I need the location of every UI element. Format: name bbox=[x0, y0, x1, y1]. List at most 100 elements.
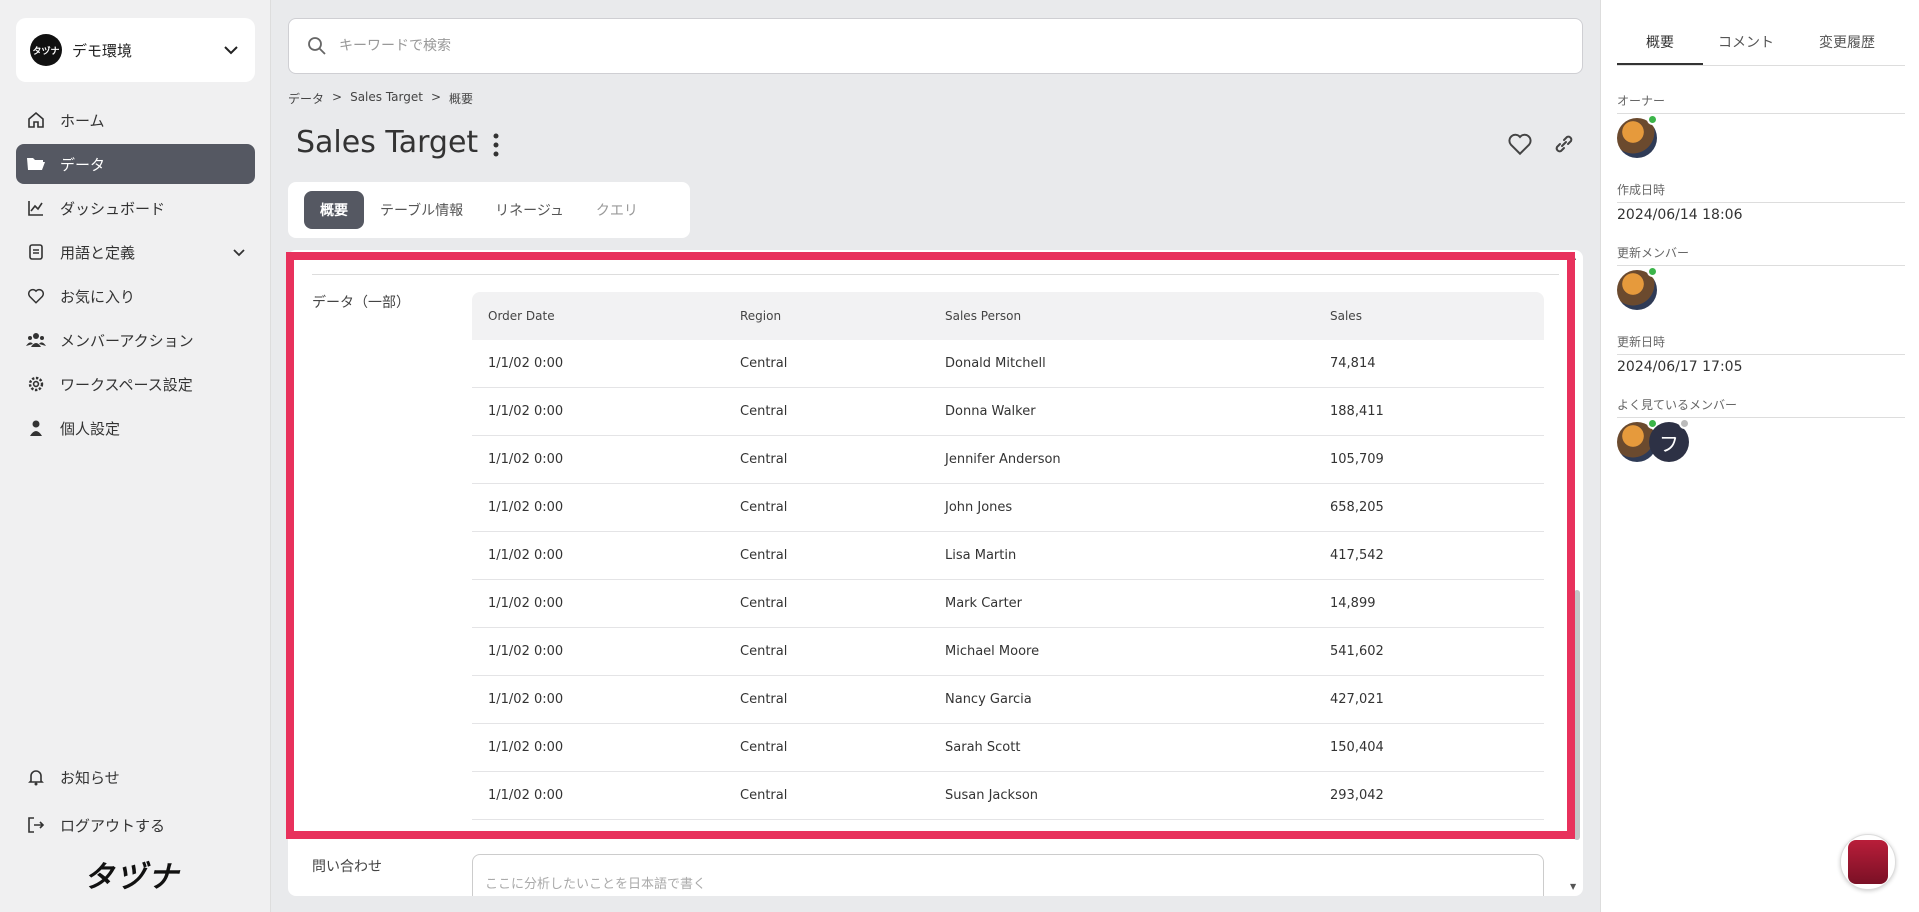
table-cell: Central bbox=[740, 548, 788, 563]
workspace-switcher[interactable]: タヅナ デモ環境 bbox=[16, 18, 255, 82]
table-cell: 658,205 bbox=[1330, 500, 1384, 515]
content-tabs: 概要 テーブル情報 リネージュ クエリ bbox=[288, 182, 690, 238]
table-row: 1/1/02 0:00 Central Donald Mitchell 74,814 bbox=[472, 340, 1544, 388]
sidebar-item-logout[interactable]: ログアウトする bbox=[16, 805, 255, 845]
breadcrumb-sales-target[interactable]: Sales Target bbox=[350, 90, 423, 104]
workspace-logo: タヅナ bbox=[30, 34, 62, 66]
sidebar-item-favorites[interactable]: お気に入り bbox=[16, 276, 255, 316]
workspace-name: デモ環境 bbox=[72, 41, 133, 60]
sidebar-item-label: ログアウトする bbox=[60, 816, 166, 835]
chevron-down-icon bbox=[224, 46, 238, 55]
sidebar-item-label: ホーム bbox=[60, 111, 105, 130]
breadcrumb-separator: > bbox=[430, 90, 442, 104]
table-row: 1/1/02 0:00 Central John Jones 658,205 bbox=[472, 484, 1544, 532]
brand-logo: タヅナ bbox=[84, 860, 180, 895]
updated-label: 更新日時 bbox=[1617, 333, 1905, 355]
column-header: Region bbox=[740, 309, 782, 323]
table-row: 1/1/02 0:00 Central Mark Carter 14,899 bbox=[472, 580, 1544, 628]
table-cell: Jennifer Anderson bbox=[945, 452, 1061, 467]
tab-lineage[interactable]: リネージュ bbox=[495, 203, 564, 219]
sidebar-item-label: 個人設定 bbox=[60, 419, 121, 438]
divider bbox=[312, 274, 1559, 275]
breadcrumb: データ > Sales Target > 概要 bbox=[288, 90, 473, 107]
users-icon bbox=[24, 328, 48, 352]
gear-icon bbox=[24, 372, 48, 396]
tab-query[interactable]: クエリ bbox=[595, 203, 638, 219]
table-cell: Central bbox=[740, 452, 788, 467]
sidebar-item-workspace-settings[interactable]: ワークスペース設定 bbox=[16, 364, 255, 404]
table-cell: 1/1/02 0:00 bbox=[488, 692, 564, 707]
person-icon bbox=[24, 416, 48, 440]
table-cell: Central bbox=[740, 500, 788, 515]
detail-panel: 概要 コメント 変更履歴 オーナー 作成日時 2024/06/14 18:06 … bbox=[1600, 0, 1919, 912]
table-cell: 105,709 bbox=[1330, 452, 1384, 467]
tab-comments[interactable]: コメント bbox=[1718, 35, 1774, 51]
search-input[interactable] bbox=[339, 38, 1564, 54]
table-cell: Donna Walker bbox=[945, 404, 1036, 419]
table-cell: Central bbox=[740, 356, 788, 371]
table-cell: 1/1/02 0:00 bbox=[488, 548, 564, 563]
sidebar-item-label: ダッシュボード bbox=[60, 199, 166, 218]
breadcrumb-data[interactable]: データ bbox=[288, 92, 325, 106]
sidebar-item-dashboard[interactable]: ダッシュボード bbox=[16, 188, 255, 228]
online-status-dot bbox=[1647, 266, 1658, 277]
link-icon[interactable] bbox=[1552, 131, 1576, 157]
created-label: 作成日時 bbox=[1617, 181, 1905, 203]
sidebar-nav: ホーム データ ダッシュボード 用語と定義 お気に入り メンバーアクション ワー… bbox=[16, 100, 255, 452]
sidebar-item-notifications[interactable]: お知らせ bbox=[16, 757, 255, 797]
table-cell: Central bbox=[740, 692, 788, 707]
heart-icon bbox=[24, 284, 48, 308]
more-vertical-icon[interactable] bbox=[484, 130, 508, 160]
tab-summary[interactable]: 概要 bbox=[1617, 24, 1703, 65]
table-row: 1/1/02 0:00 Central Donna Walker 188,411 bbox=[472, 388, 1544, 436]
scroll-up-arrow-icon[interactable]: ▲ bbox=[1570, 252, 1577, 261]
sidebar-item-personal-settings[interactable]: 個人設定 bbox=[16, 408, 255, 448]
sidebar-item-member-actions[interactable]: メンバーアクション bbox=[16, 320, 255, 360]
column-header: Sales Person bbox=[945, 309, 1022, 323]
table-cell: 427,021 bbox=[1330, 692, 1384, 707]
sidebar-item-data[interactable]: データ bbox=[16, 144, 255, 184]
sidebar-item-label: お知らせ bbox=[60, 768, 120, 787]
data-section-label: データ（一部） bbox=[312, 295, 410, 311]
column-header: Sales bbox=[1330, 309, 1362, 323]
offline-status-dot bbox=[1679, 418, 1690, 429]
updater-label: 更新メンバー bbox=[1617, 244, 1905, 266]
online-status-dot bbox=[1647, 418, 1658, 429]
table-cell: 14,899 bbox=[1330, 596, 1376, 611]
table-cell: Central bbox=[740, 404, 788, 419]
tab-history[interactable]: 変更履歴 bbox=[1819, 35, 1875, 51]
scrollbar-thumb[interactable] bbox=[1574, 590, 1580, 840]
created-value: 2024/06/14 18:06 bbox=[1617, 207, 1743, 223]
table-cell: Central bbox=[740, 788, 788, 803]
column-header: Order Date bbox=[488, 309, 555, 323]
sidebar-item-label: お気に入り bbox=[60, 287, 136, 306]
sidebar-item-glossary[interactable]: 用語と定義 bbox=[16, 232, 255, 272]
table-cell: 1/1/02 0:00 bbox=[488, 788, 564, 803]
search-bar bbox=[288, 18, 1583, 74]
sidebar-item-home[interactable]: ホーム bbox=[16, 100, 255, 140]
assistant-avatar-button[interactable] bbox=[1840, 834, 1896, 890]
table-cell: 1/1/02 0:00 bbox=[488, 356, 564, 371]
heart-icon[interactable] bbox=[1506, 131, 1534, 157]
chart-line-icon bbox=[24, 196, 48, 220]
owner-label: オーナー bbox=[1617, 92, 1905, 114]
sidebar-item-label: ワークスペース設定 bbox=[60, 375, 193, 394]
table-cell: Michael Moore bbox=[945, 644, 1040, 659]
table-cell: 417,542 bbox=[1330, 548, 1384, 563]
table-row: 1/1/02 0:00 Central Nancy Garcia 427,021 bbox=[472, 676, 1544, 724]
scroll-down-arrow-icon[interactable]: ▼ bbox=[1570, 882, 1577, 891]
table-cell: 1/1/02 0:00 bbox=[488, 740, 564, 755]
tab-overview[interactable]: 概要 bbox=[304, 191, 364, 229]
query-input[interactable]: ここに分析したいことを日本語で書く bbox=[472, 854, 1544, 896]
table-cell: 541,602 bbox=[1330, 644, 1384, 659]
table-cell: 74,814 bbox=[1330, 356, 1376, 371]
tab-table-info[interactable]: テーブル情報 bbox=[380, 203, 464, 219]
table-cell: Central bbox=[740, 740, 788, 755]
table-row: 1/1/02 0:00 Central Susan Jackson 293,042 bbox=[472, 772, 1544, 820]
data-table: Order Date Region Sales Person Sales 1/1… bbox=[472, 292, 1544, 820]
chevron-down-icon[interactable] bbox=[231, 244, 247, 260]
table-cell: Central bbox=[740, 596, 788, 611]
table-cell: Central bbox=[740, 644, 788, 659]
avatar-initial[interactable]: フ bbox=[1649, 422, 1689, 462]
table-row: 1/1/02 0:00 Central Sarah Scott 150,404 bbox=[472, 724, 1544, 772]
